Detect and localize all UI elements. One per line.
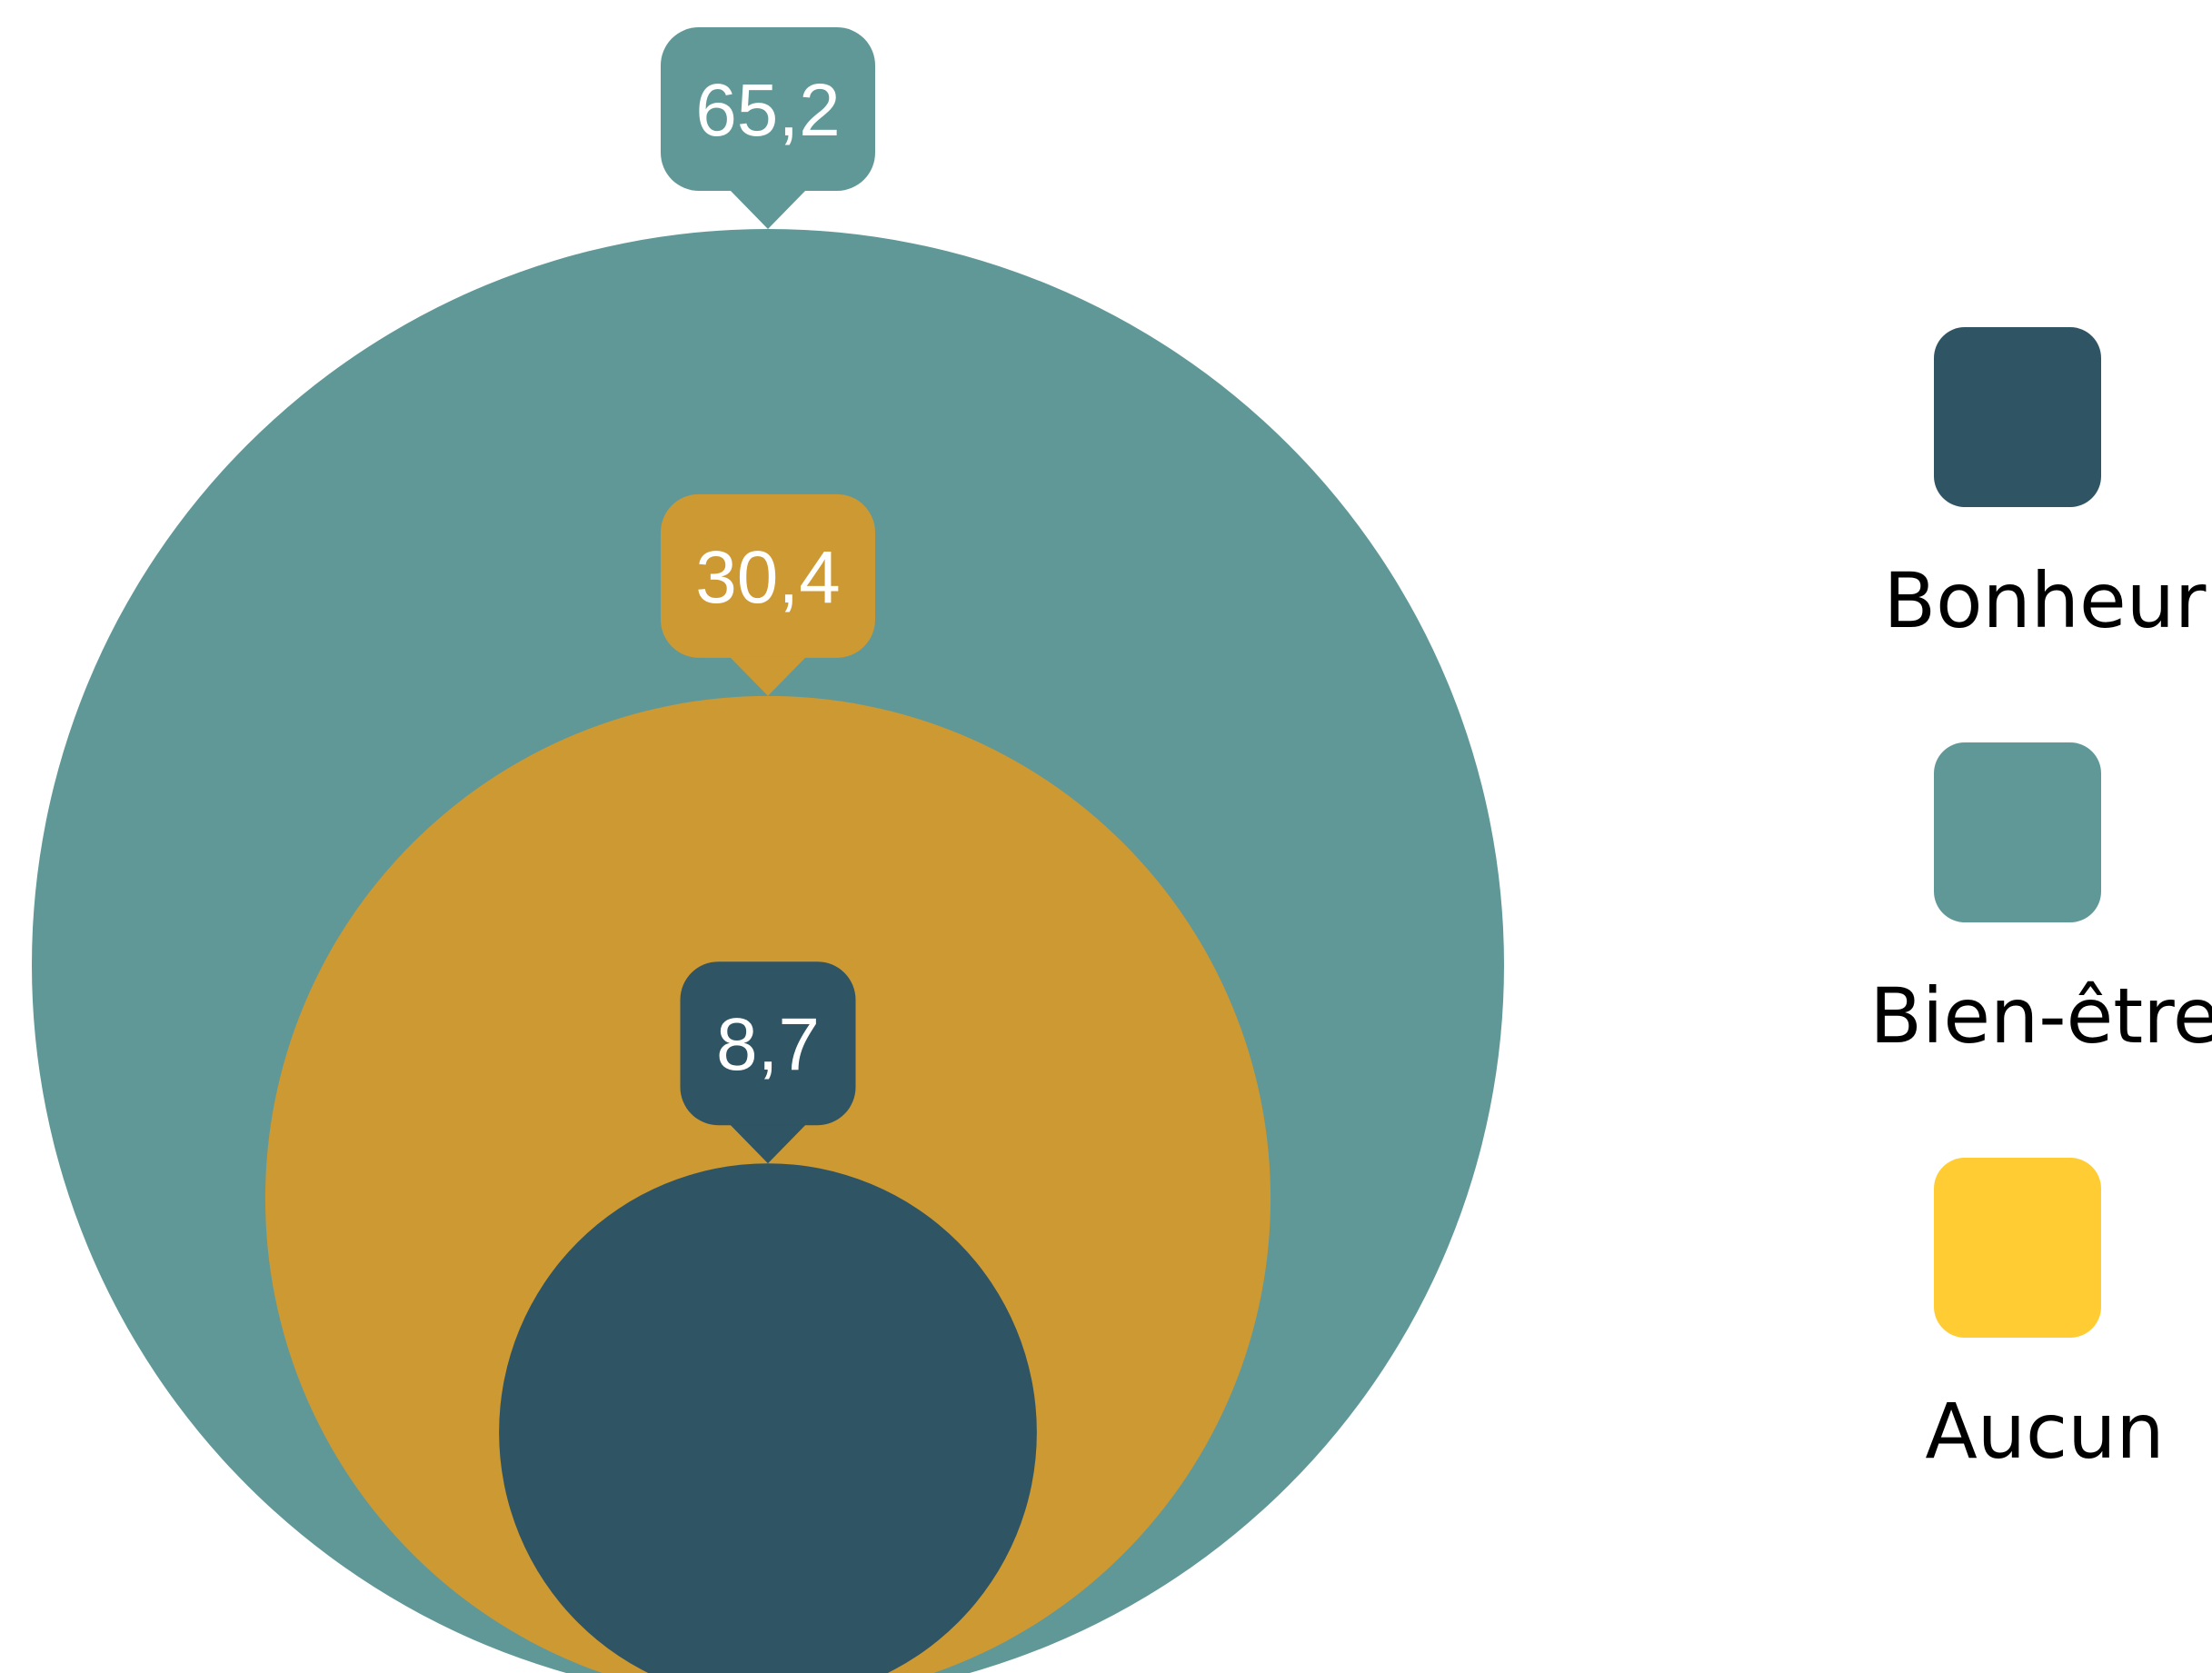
bubble-group: 65,2 30,4 8,7 — [32, 27, 1504, 1673]
legend-swatch-bonheur — [1934, 327, 2101, 507]
legend-item-bien-etre: Bien-être — [1869, 742, 2212, 1061]
legend-label-bien-etre: Bien-être — [1869, 971, 2212, 1061]
legend-swatch-aucun — [1934, 1158, 2101, 1338]
bubble-bonheur — [499, 1163, 1037, 1673]
data-label-pointer — [730, 1124, 806, 1164]
legend-item-bonheur: Bonheur — [1884, 327, 2207, 645]
data-label-bonheur: 8,7 — [680, 961, 856, 1164]
legend-label-bonheur: Bonheur — [1884, 556, 2207, 645]
data-label-text: 65,2 — [695, 69, 841, 152]
data-label-aucun: 30,4 — [661, 493, 875, 696]
legend: Bonheur Bien-être Aucun — [1869, 327, 2212, 1476]
data-label-box — [661, 27, 875, 191]
data-label-pointer — [730, 656, 806, 696]
data-label-text: 8,7 — [716, 1003, 820, 1086]
legend-item-aucun: Aucun — [1925, 1158, 2165, 1476]
legend-swatch-bien-etre — [1934, 742, 2101, 922]
data-label-pointer — [730, 190, 806, 229]
data-label-box — [661, 493, 875, 658]
data-label-box — [680, 961, 856, 1126]
legend-label-aucun: Aucun — [1925, 1387, 2164, 1476]
data-label-text: 30,4 — [695, 536, 841, 619]
data-label-bien-etre: 65,2 — [661, 27, 875, 229]
